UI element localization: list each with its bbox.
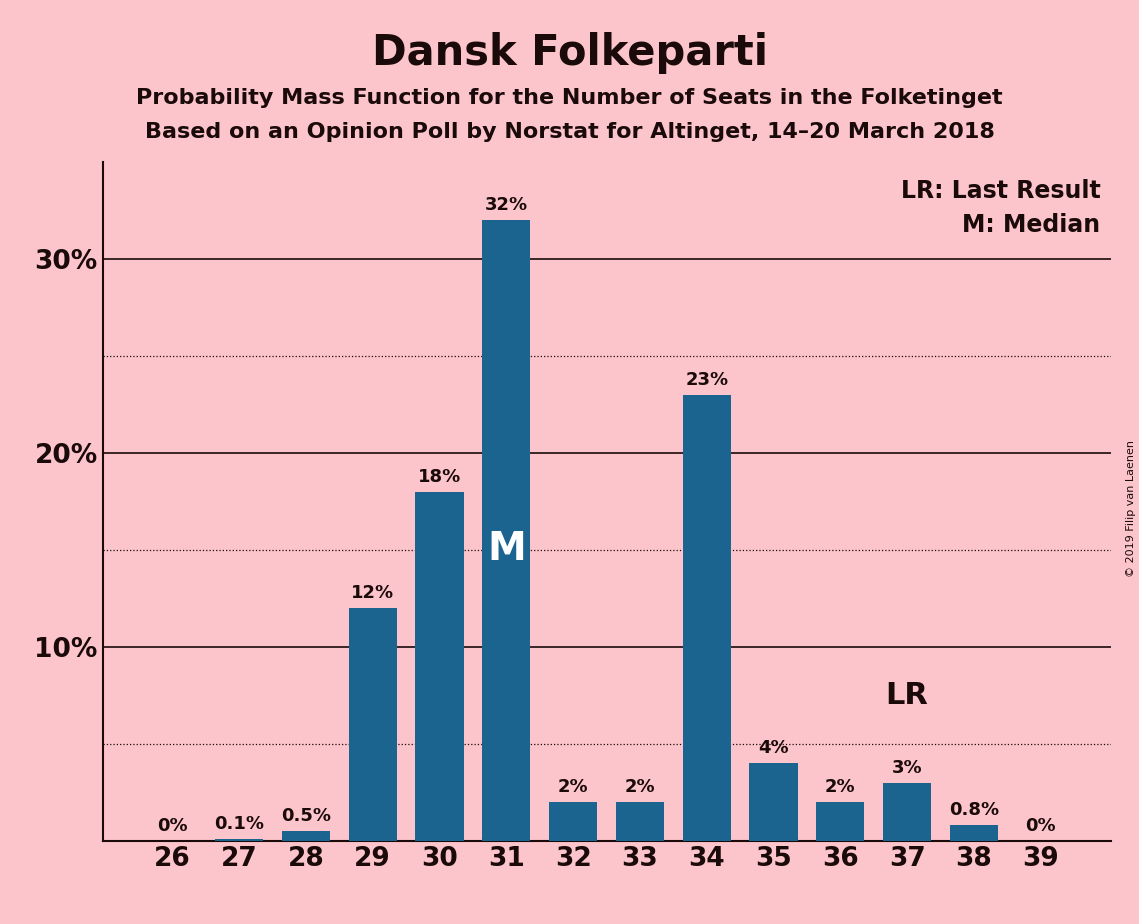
Bar [416,492,464,841]
Bar [950,825,998,841]
Text: 23%: 23% [686,371,728,389]
Text: 0.1%: 0.1% [214,815,264,833]
Text: 0%: 0% [157,817,188,835]
Text: 4%: 4% [759,739,789,758]
Bar [215,839,263,841]
Text: 2%: 2% [558,778,589,796]
Bar [549,802,597,841]
Text: Probability Mass Function for the Number of Seats in the Folketinget: Probability Mass Function for the Number… [137,88,1002,108]
Bar [817,802,865,841]
Text: LR: Last Result: LR: Last Result [901,178,1100,202]
Text: M: M [487,530,526,568]
Bar [682,395,731,841]
Bar [349,608,396,841]
Bar [482,220,531,841]
Text: 12%: 12% [351,584,394,602]
Text: 18%: 18% [418,468,461,486]
Text: Based on an Opinion Poll by Norstat for Altinget, 14–20 March 2018: Based on an Opinion Poll by Norstat for … [145,122,994,142]
Text: 2%: 2% [825,778,855,796]
Text: M: Median: M: Median [962,213,1100,237]
Text: 2%: 2% [624,778,655,796]
Text: 3%: 3% [892,759,923,777]
Bar [749,763,797,841]
Text: Dansk Folkeparti: Dansk Folkeparti [371,32,768,74]
Text: 32%: 32% [485,196,527,214]
Bar [883,783,931,841]
Text: © 2019 Filip van Laenen: © 2019 Filip van Laenen [1126,440,1136,577]
Bar [282,832,330,841]
Bar [616,802,664,841]
Text: 0.5%: 0.5% [281,808,331,825]
Text: 0%: 0% [1025,817,1056,835]
Text: 0.8%: 0.8% [949,801,999,820]
Text: LR: LR [886,681,928,710]
